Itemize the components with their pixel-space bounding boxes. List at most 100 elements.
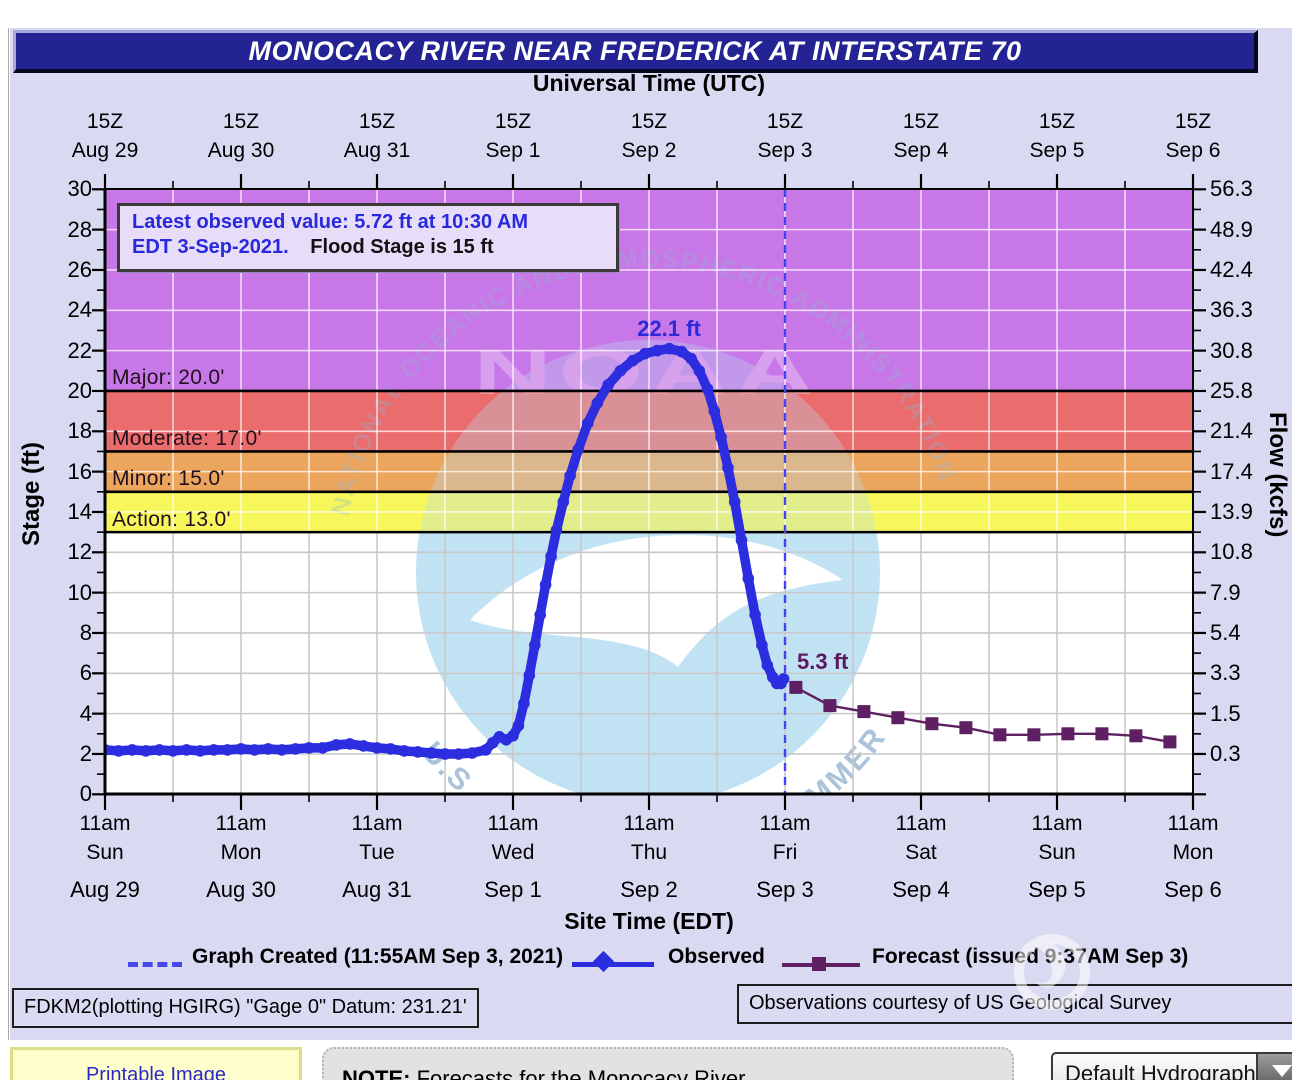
stage-tick-0: 0 bbox=[79, 781, 92, 806]
top-tick-z-7: 15Z bbox=[1038, 110, 1076, 133]
top-tick-date-7: Sep 5 bbox=[1029, 139, 1085, 162]
flow-tick-36.3: 36.3 bbox=[1210, 297, 1253, 322]
graph-created-line-swatch bbox=[128, 962, 182, 967]
note-text: NOTE: Forecasts for the Monocacy River bbox=[342, 1066, 1012, 1080]
flow-tick-1.5: 1.5 bbox=[1210, 701, 1241, 726]
forecast-start-annotation: 5.3 ft bbox=[797, 649, 849, 674]
top-tick-z-8: 15Z bbox=[1174, 110, 1212, 133]
flow-tick-13.9: 13.9 bbox=[1210, 499, 1253, 524]
page-left-rule bbox=[8, 28, 9, 1040]
bottom-tick-time-0: 11am bbox=[79, 812, 131, 835]
hydrograph-select-value: Default Hydrograph bbox=[1065, 1061, 1256, 1080]
top-axis-title: Universal Time (UTC) bbox=[532, 70, 766, 96]
bottom-tick-date-6: Sep 4 bbox=[892, 877, 950, 902]
top-tick-z-1: 15Z bbox=[222, 110, 260, 133]
bottom-tick-date-3: Sep 1 bbox=[484, 877, 542, 902]
printable-image-link[interactable]: Printable Image bbox=[85, 1064, 227, 1080]
bottom-tick-date-7: Sep 5 bbox=[1028, 877, 1086, 902]
top-tick-z-2: 15Z bbox=[358, 110, 396, 133]
bottom-tick-day-8: Mon bbox=[1172, 841, 1214, 864]
bottom-tick-day-6: Sat bbox=[905, 841, 937, 864]
stage-tick-4: 4 bbox=[79, 701, 92, 726]
left-axis-title: Stage (ft) bbox=[18, 442, 45, 546]
bottom-tick-day-1: Mon bbox=[220, 841, 262, 864]
bottom-tick-date-2: Aug 31 bbox=[342, 877, 412, 902]
flow-tick-17.4: 17.4 bbox=[1210, 459, 1253, 484]
latest-observed-info-box: Latest observed value: 5.72 ft at 10:30 … bbox=[117, 203, 619, 272]
bottom-tick-time-8: 11am bbox=[1167, 812, 1219, 835]
flow-tick-3.3: 3.3 bbox=[1210, 660, 1241, 685]
bottom-tick-day-3: Wed bbox=[491, 841, 535, 864]
top-tick-date-1: Aug 30 bbox=[207, 139, 275, 162]
top-tick-z-0: 15Z bbox=[86, 110, 124, 133]
flood-label-major: Major: 20.0' bbox=[112, 366, 225, 389]
bottom-tick-day-5: Fri bbox=[772, 841, 798, 864]
bottom-tick-date-4: Sep 2 bbox=[620, 877, 678, 902]
flow-tick-56.3: 56.3 bbox=[1210, 176, 1253, 201]
note-box: NOTE: Forecasts for the Monocacy River bbox=[322, 1047, 1014, 1080]
hydrograph-select-button[interactable] bbox=[1256, 1054, 1292, 1080]
bottom-tick-date-1: Aug 30 bbox=[206, 877, 276, 902]
top-tick-date-5: Sep 3 bbox=[757, 139, 813, 162]
flood-label-action: Action: 13.0' bbox=[112, 508, 231, 531]
legend-graph-created: Graph Created (11:55AM Sep 3, 2021) bbox=[192, 945, 564, 968]
flow-tick-21.4: 21.4 bbox=[1210, 418, 1253, 443]
observed-line-swatch bbox=[572, 962, 654, 967]
bottom-tick-time-4: 11am bbox=[623, 812, 675, 835]
stage-tick-22: 22 bbox=[67, 338, 92, 363]
top-tick-z-3: 15Z bbox=[494, 110, 532, 133]
stage-tick-30: 30 bbox=[67, 176, 92, 201]
bottom-tick-day-7: Sun bbox=[1038, 841, 1076, 864]
bottom-tick-time-5: 11am bbox=[759, 812, 811, 835]
top-tick-z-6: 15Z bbox=[902, 110, 940, 133]
bottom-axis-title: Site Time (EDT) bbox=[564, 908, 734, 934]
bottom-tick-date-5: Sep 3 bbox=[756, 877, 814, 902]
forecast-square-icon bbox=[812, 957, 826, 971]
chevron-down-icon bbox=[1272, 1065, 1292, 1077]
stage-tick-12: 12 bbox=[67, 539, 92, 564]
chart-title: MONOCACY RIVER NEAR FREDERICK AT INTERST… bbox=[248, 35, 1022, 66]
latest-observed-value: Latest observed value: 5.72 ft at 10:30 … bbox=[132, 211, 529, 233]
observations-credit-box: Observations courtesy of US Geological S… bbox=[737, 984, 1292, 1024]
stage-tick-8: 8 bbox=[79, 620, 92, 645]
top-tick-z-4: 15Z bbox=[630, 110, 668, 133]
note-body: Forecasts for the Monocacy River bbox=[410, 1066, 746, 1080]
right-axis-title: Flow (kcfs) bbox=[1264, 412, 1291, 538]
bottom-tick-day-2: Tue bbox=[359, 841, 395, 864]
stage-tick-24: 24 bbox=[67, 297, 92, 322]
flow-tick-10.8: 10.8 bbox=[1210, 539, 1253, 564]
legend-observed: Observed bbox=[668, 945, 765, 968]
bottom-tick-time-2: 11am bbox=[351, 812, 403, 835]
station-datum-box: FDKM2(plotting HGIRG) "Gage 0" Datum: 23… bbox=[12, 988, 479, 1028]
stage-tick-2: 2 bbox=[79, 741, 92, 766]
printable-image-box: Printable Image bbox=[10, 1047, 302, 1080]
flow-tick-5.4: 5.4 bbox=[1210, 620, 1241, 645]
flood-stage-note: Flood Stage is 15 ft bbox=[310, 236, 494, 258]
stage-tick-26: 26 bbox=[67, 257, 92, 282]
top-tick-date-2: Aug 31 bbox=[343, 139, 411, 162]
bottom-tick-time-3: 11am bbox=[487, 812, 539, 835]
flow-tick-25.8: 25.8 bbox=[1210, 378, 1253, 403]
observed-datetime: EDT 3-Sep-2021. bbox=[132, 236, 289, 258]
flood-label-minor: Minor: 15.0' bbox=[112, 467, 225, 490]
stage-tick-6: 6 bbox=[79, 660, 92, 685]
stage-tick-16: 16 bbox=[67, 459, 92, 484]
bottom-tick-time-6: 11am bbox=[895, 812, 947, 835]
info-line2: EDT 3-Sep-2021. Flood Stage is 15 ft bbox=[132, 236, 616, 259]
stage-tick-28: 28 bbox=[67, 217, 92, 242]
flood-label-moderate: Moderate: 17.0' bbox=[112, 427, 262, 450]
top-tick-z-5: 15Z bbox=[766, 110, 804, 133]
legend-forecast: Forecast (issued 9:37AM Sep 3) bbox=[872, 945, 1189, 968]
top-tick-date-6: Sep 4 bbox=[893, 139, 949, 162]
peak-annotation: 22.1 ft bbox=[637, 316, 701, 341]
stage-tick-10: 10 bbox=[67, 580, 92, 605]
top-tick-date-3: Sep 1 bbox=[485, 139, 541, 162]
chart-title-bar: MONOCACY RIVER NEAR FREDERICK AT INTERST… bbox=[13, 30, 1258, 73]
bottom-tick-day-4: Thu bbox=[630, 841, 668, 864]
stage-tick-20: 20 bbox=[67, 378, 92, 403]
bottom-tick-time-7: 11am bbox=[1031, 812, 1083, 835]
svg-text:NOAA: NOAA bbox=[473, 336, 821, 408]
hydrograph-select[interactable]: Default Hydrograph bbox=[1051, 1052, 1292, 1080]
